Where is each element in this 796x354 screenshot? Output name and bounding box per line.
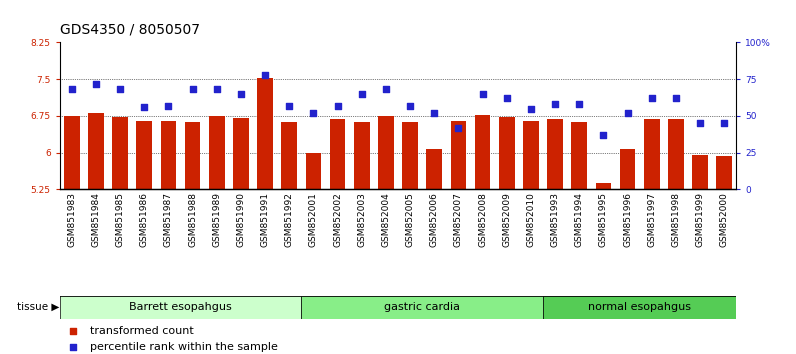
- Bar: [668, 119, 684, 189]
- Point: [162, 103, 175, 108]
- Point: [380, 87, 392, 92]
- Text: gastric cardia: gastric cardia: [384, 302, 460, 312]
- Bar: [427, 149, 442, 189]
- Bar: [233, 118, 249, 189]
- Point: [693, 120, 706, 126]
- Bar: [378, 116, 394, 189]
- Text: tissue ▶: tissue ▶: [18, 302, 60, 312]
- Point: [573, 101, 586, 107]
- Bar: [523, 121, 539, 189]
- Bar: [547, 119, 563, 189]
- Bar: [60, 296, 302, 319]
- Point: [67, 344, 80, 350]
- Point: [548, 101, 561, 107]
- Point: [669, 96, 682, 101]
- Point: [138, 104, 150, 110]
- Bar: [136, 121, 152, 189]
- Bar: [451, 121, 466, 189]
- Bar: [282, 122, 297, 189]
- Text: normal esopahgus: normal esopahgus: [588, 302, 691, 312]
- Point: [476, 91, 489, 97]
- Point: [597, 132, 610, 138]
- Bar: [302, 296, 543, 319]
- Bar: [716, 156, 732, 189]
- Bar: [644, 119, 660, 189]
- Bar: [306, 153, 322, 189]
- Point: [90, 81, 103, 86]
- Point: [428, 110, 441, 116]
- Bar: [112, 118, 128, 189]
- Text: GDS4350 / 8050507: GDS4350 / 8050507: [60, 23, 200, 37]
- Point: [452, 125, 465, 131]
- Point: [235, 91, 248, 97]
- Bar: [499, 118, 514, 189]
- Text: transformed count: transformed count: [90, 326, 194, 336]
- Text: percentile rank within the sample: percentile rank within the sample: [90, 342, 278, 352]
- Point: [65, 87, 78, 92]
- Bar: [354, 122, 369, 189]
- Bar: [620, 149, 635, 189]
- Text: Barrett esopahgus: Barrett esopahgus: [129, 302, 232, 312]
- Bar: [402, 122, 418, 189]
- Point: [621, 110, 634, 116]
- Bar: [161, 121, 176, 189]
- Bar: [209, 116, 224, 189]
- Bar: [64, 116, 80, 189]
- Point: [501, 96, 513, 101]
- Point: [210, 87, 223, 92]
- Bar: [543, 296, 736, 319]
- Bar: [330, 119, 345, 189]
- Point: [307, 110, 320, 116]
- Point: [67, 328, 80, 334]
- Bar: [595, 183, 611, 189]
- Point: [404, 103, 416, 108]
- Point: [283, 103, 295, 108]
- Point: [646, 96, 658, 101]
- Point: [525, 106, 537, 112]
- Point: [718, 120, 731, 126]
- Point: [114, 87, 127, 92]
- Bar: [693, 155, 708, 189]
- Bar: [257, 78, 273, 189]
- Point: [331, 103, 344, 108]
- Point: [355, 91, 368, 97]
- Bar: [88, 113, 103, 189]
- Bar: [572, 122, 587, 189]
- Point: [186, 87, 199, 92]
- Bar: [185, 122, 201, 189]
- Point: [259, 72, 271, 78]
- Bar: [474, 115, 490, 189]
